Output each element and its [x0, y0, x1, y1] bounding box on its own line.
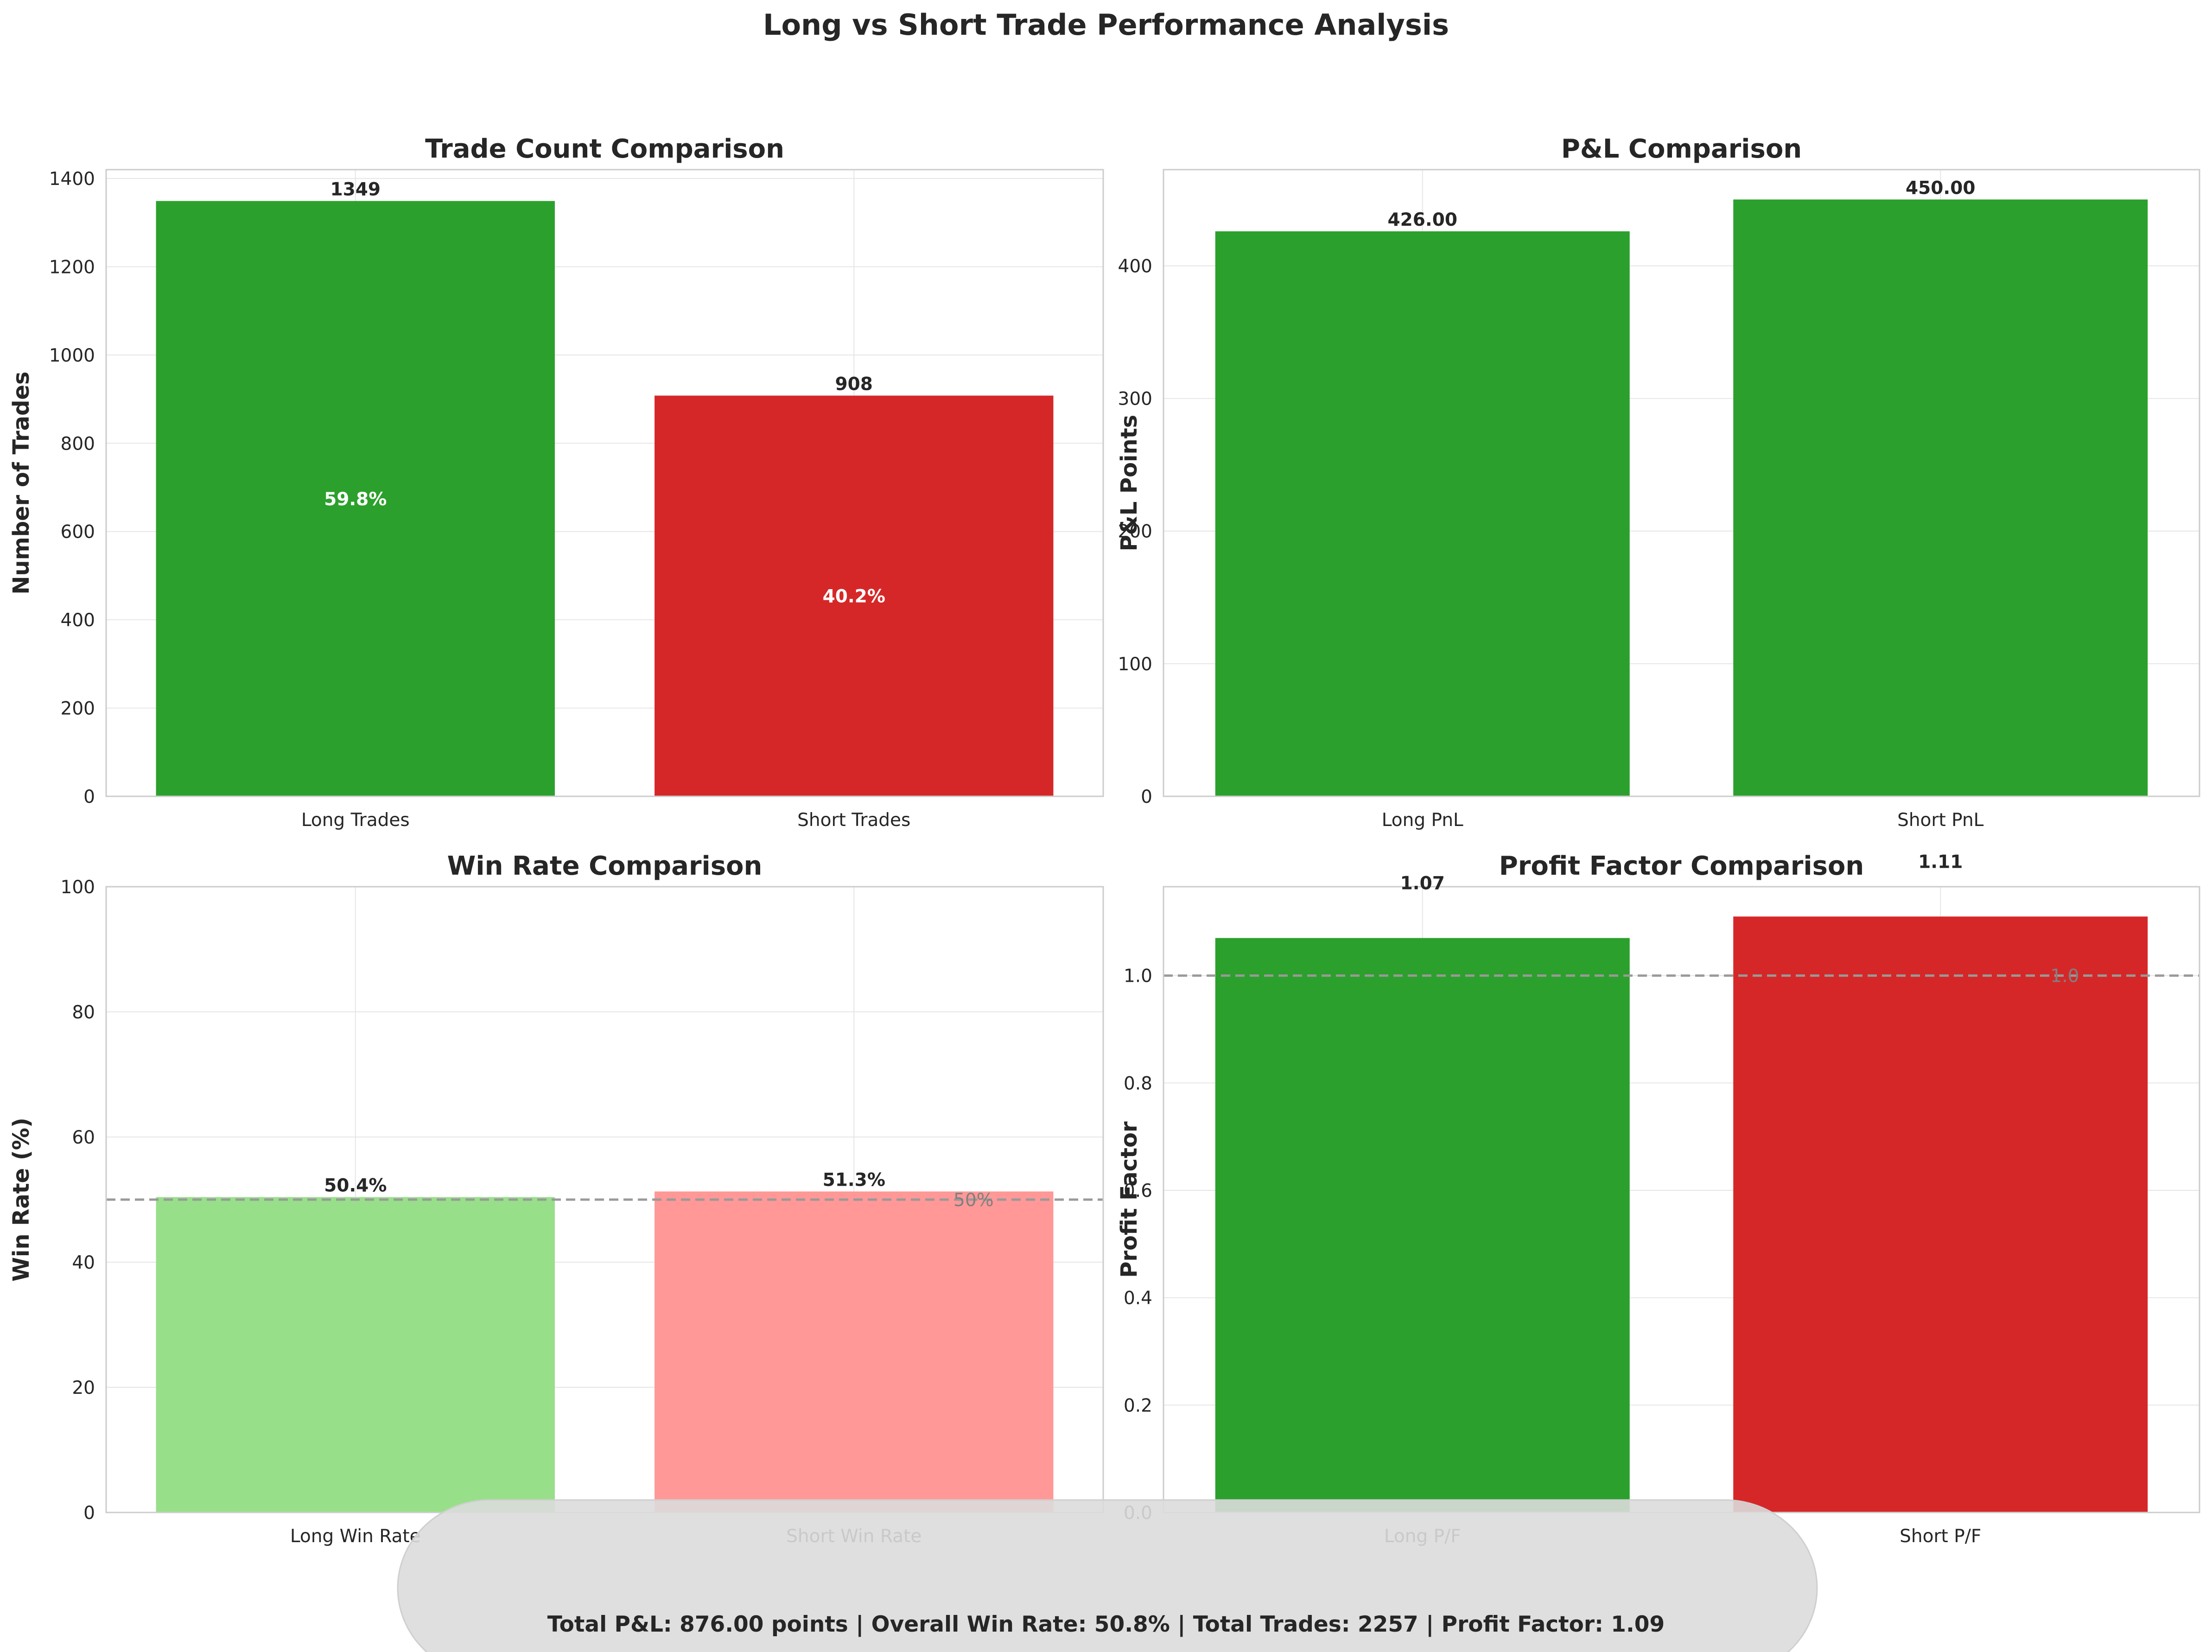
win-rate-value-label: 50.4%	[324, 1175, 387, 1196]
trade-count-y-tick-label: 400	[61, 610, 95, 631]
trade-count-share-label: 59.8%	[324, 489, 387, 510]
trade-count-y-tick-label: 1000	[49, 345, 95, 366]
trade-count-y-tick-label: 1200	[49, 257, 95, 278]
profit-factor-y-tick-label: 1.0	[1124, 966, 1152, 987]
chart-trade-count: 1349 908 59.8% 40.2% 0 200 400 600 800 1000 1200 14…	[8, 134, 1104, 831]
trade-count-value-label: 908	[835, 374, 873, 394]
win-rate-y-tick-label: 60	[72, 1127, 95, 1148]
trade-count-value-label: 1349	[330, 179, 381, 200]
trade-count-y-axis-label: Number of Trades	[8, 371, 34, 594]
win-rate-y-tick-label: 100	[61, 877, 95, 898]
profit-factor-value-label: 1.11	[1918, 851, 1963, 872]
pnl-x-tick-label: Short PnL	[1897, 810, 1984, 831]
pnl-y-tick-label: 300	[1118, 389, 1152, 410]
pnl-y-tick-label: 100	[1118, 654, 1152, 675]
pnl-bar-short	[1733, 199, 2148, 796]
profit-factor-y-tick-label: 0.2	[1124, 1395, 1152, 1416]
pnl-y-tick-label: 0	[1141, 787, 1152, 807]
pnl-x-tick-label: Long PnL	[1382, 810, 1463, 831]
pnl-value-label: 426.00	[1388, 210, 1458, 230]
trade-count-x-tick-label: Long Trades	[301, 810, 410, 831]
trade-count-y-tick-label: 600	[61, 522, 95, 543]
win-rate-y-tick-label: 40	[72, 1252, 95, 1273]
trade-count-y-tick-label: 0	[83, 787, 95, 807]
profit-factor-bar-short	[1733, 916, 2148, 1512]
profit-factor-x-tick-label: Short P/F	[1900, 1526, 1981, 1547]
chart-pnl: 426.00 450.00 0 100 200 300 400 Long PnL Short P…	[1116, 134, 2200, 831]
profit-factor-value-label: 1.07	[1400, 873, 1445, 894]
pnl-plot-frame	[1163, 169, 2200, 797]
win-rate-y-axis-label: Win Rate (%)	[8, 1118, 34, 1282]
trade-count-x-tick-label: Short Trades	[797, 810, 910, 831]
win-rate-y-tick-label: 80	[72, 1002, 95, 1023]
profit-factor-title: Profit Factor Comparison	[1499, 851, 1864, 881]
summary-box: Total P&L: 876.00 points | Overall Win R…	[397, 1499, 1818, 1652]
win-rate-bar-short	[655, 1191, 1054, 1512]
profit-factor-reference-label: 1.0	[2050, 966, 2079, 987]
trade-count-plot-frame	[105, 169, 1104, 797]
pnl-y-tick-label: 200	[1118, 521, 1152, 542]
trade-count-title: Trade Count Comparison	[425, 134, 784, 164]
profit-factor-y-tick-label: 0.6	[1124, 1181, 1152, 1201]
pnl-title: P&L Comparison	[1561, 134, 1802, 164]
win-rate-bar-long	[156, 1197, 555, 1512]
pnl-y-axis-label: P&L Points	[1116, 415, 1142, 552]
win-rate-reference-label: 50%	[953, 1190, 994, 1211]
win-rate-y-tick-label: 20	[72, 1378, 95, 1398]
win-rate-title: Win Rate Comparison	[447, 851, 763, 881]
win-rate-x-tick-label: Long Win Rate	[290, 1526, 421, 1547]
trade-count-y-tick-label: 200	[61, 699, 95, 719]
profit-factor-y-tick-label: 0.8	[1124, 1073, 1152, 1094]
trade-count-share-label: 40.2%	[823, 586, 885, 607]
summary-text: Total P&L: 876.00 points | Overall Win R…	[547, 1612, 1665, 1637]
figure-title: Long vs Short Trade Performance Analysis	[763, 8, 1449, 42]
profit-factor-y-axis-label: Profit Factor	[1116, 1121, 1142, 1278]
trade-count-y-tick-label: 800	[61, 433, 95, 454]
pnl-bar-long	[1215, 231, 1630, 796]
trade-count-y-tick-label: 1400	[49, 169, 95, 190]
win-rate-y-tick-label: 0	[83, 1503, 95, 1524]
trade-count-bar-short	[655, 395, 1054, 796]
pnl-value-label: 450.00	[1906, 178, 1976, 198]
trade-count-bar-long	[156, 201, 555, 797]
profit-factor-y-tick-label: 0.4	[1124, 1288, 1152, 1309]
win-rate-value-label: 51.3%	[823, 1169, 885, 1190]
profit-factor-bar-long	[1215, 938, 1630, 1512]
pnl-y-tick-label: 400	[1118, 256, 1152, 277]
